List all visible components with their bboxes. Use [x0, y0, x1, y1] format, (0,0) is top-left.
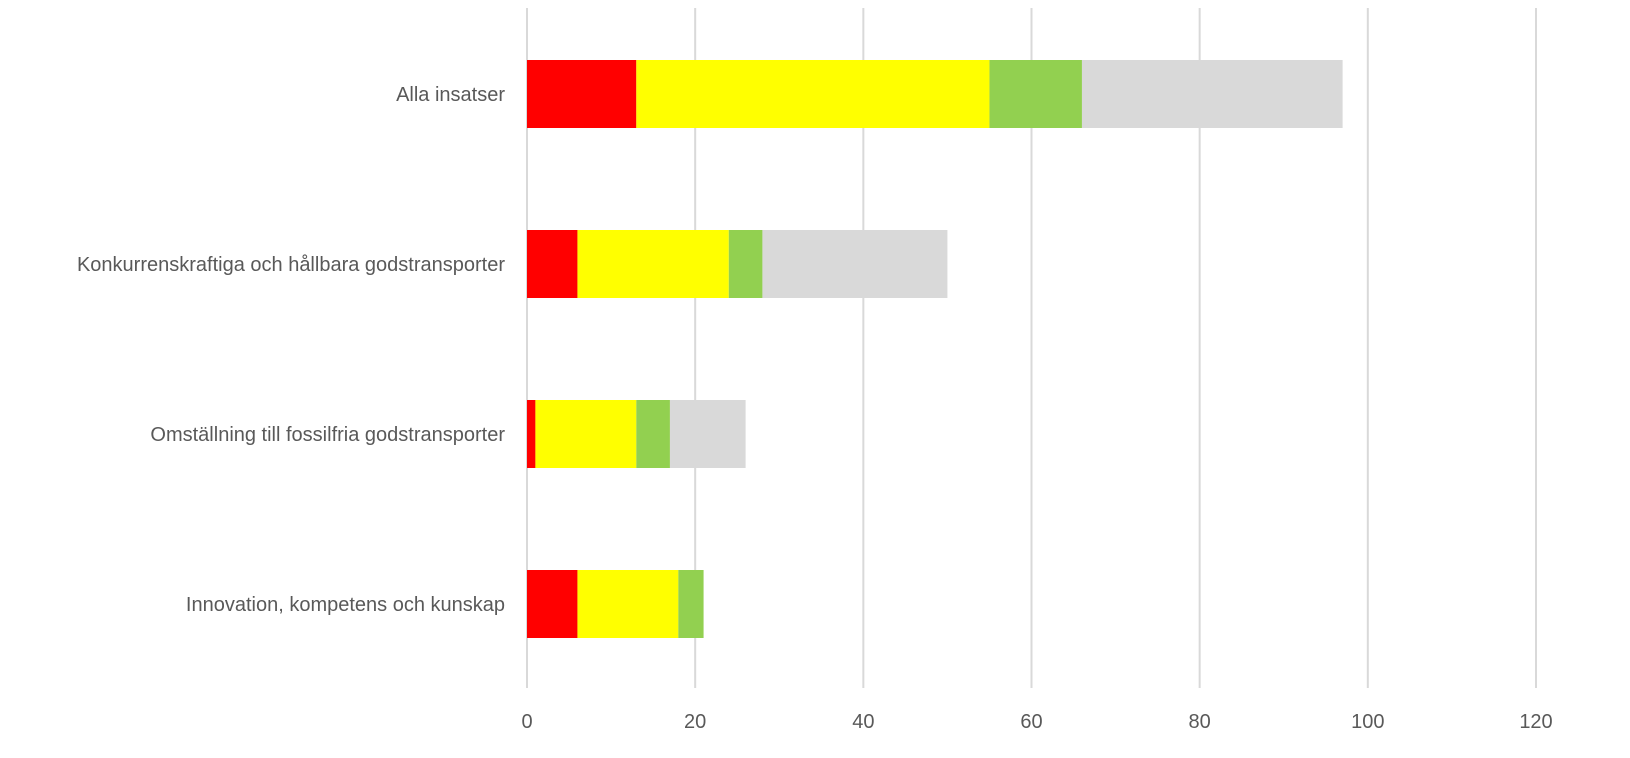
x-tick-label: 0 — [521, 711, 532, 733]
bar-segment — [989, 60, 1082, 128]
x-tick-label: 60 — [1020, 711, 1042, 733]
bars — [527, 60, 1343, 638]
bar-segment — [527, 60, 637, 128]
x-axis-tick-labels: 0 20 40 60 80 100 120 — [521, 711, 1552, 733]
category-label: Omställning till fossilfria godstranspor… — [150, 424, 505, 446]
bar-segment — [577, 570, 679, 638]
bar-segment — [527, 230, 578, 298]
bar-segment — [728, 230, 763, 298]
bar-segment — [678, 570, 704, 638]
bar-segment — [636, 400, 670, 468]
category-label: Innovation, kompetens och kunskap — [186, 594, 505, 616]
bar-segment — [527, 400, 536, 468]
bar-segment — [577, 230, 729, 298]
bar-segment — [1081, 60, 1343, 128]
category-labels: Alla insatser Konkurrenskraftiga och håll… — [77, 84, 505, 616]
bar-segment — [669, 400, 746, 468]
bar-segment — [535, 400, 637, 468]
x-tick-label: 40 — [852, 711, 874, 733]
bar-segment — [636, 60, 990, 128]
category-label: Konkurrenskraftiga och hållbara godstran… — [77, 254, 505, 276]
x-tick-label: 80 — [1189, 711, 1211, 733]
x-tick-label: 100 — [1351, 711, 1384, 733]
bar-segment — [527, 570, 578, 638]
x-tick-label: 20 — [684, 711, 706, 733]
bar-segment — [762, 230, 948, 298]
x-tick-label: 120 — [1519, 711, 1552, 733]
category-label: Alla insatser — [396, 84, 505, 106]
